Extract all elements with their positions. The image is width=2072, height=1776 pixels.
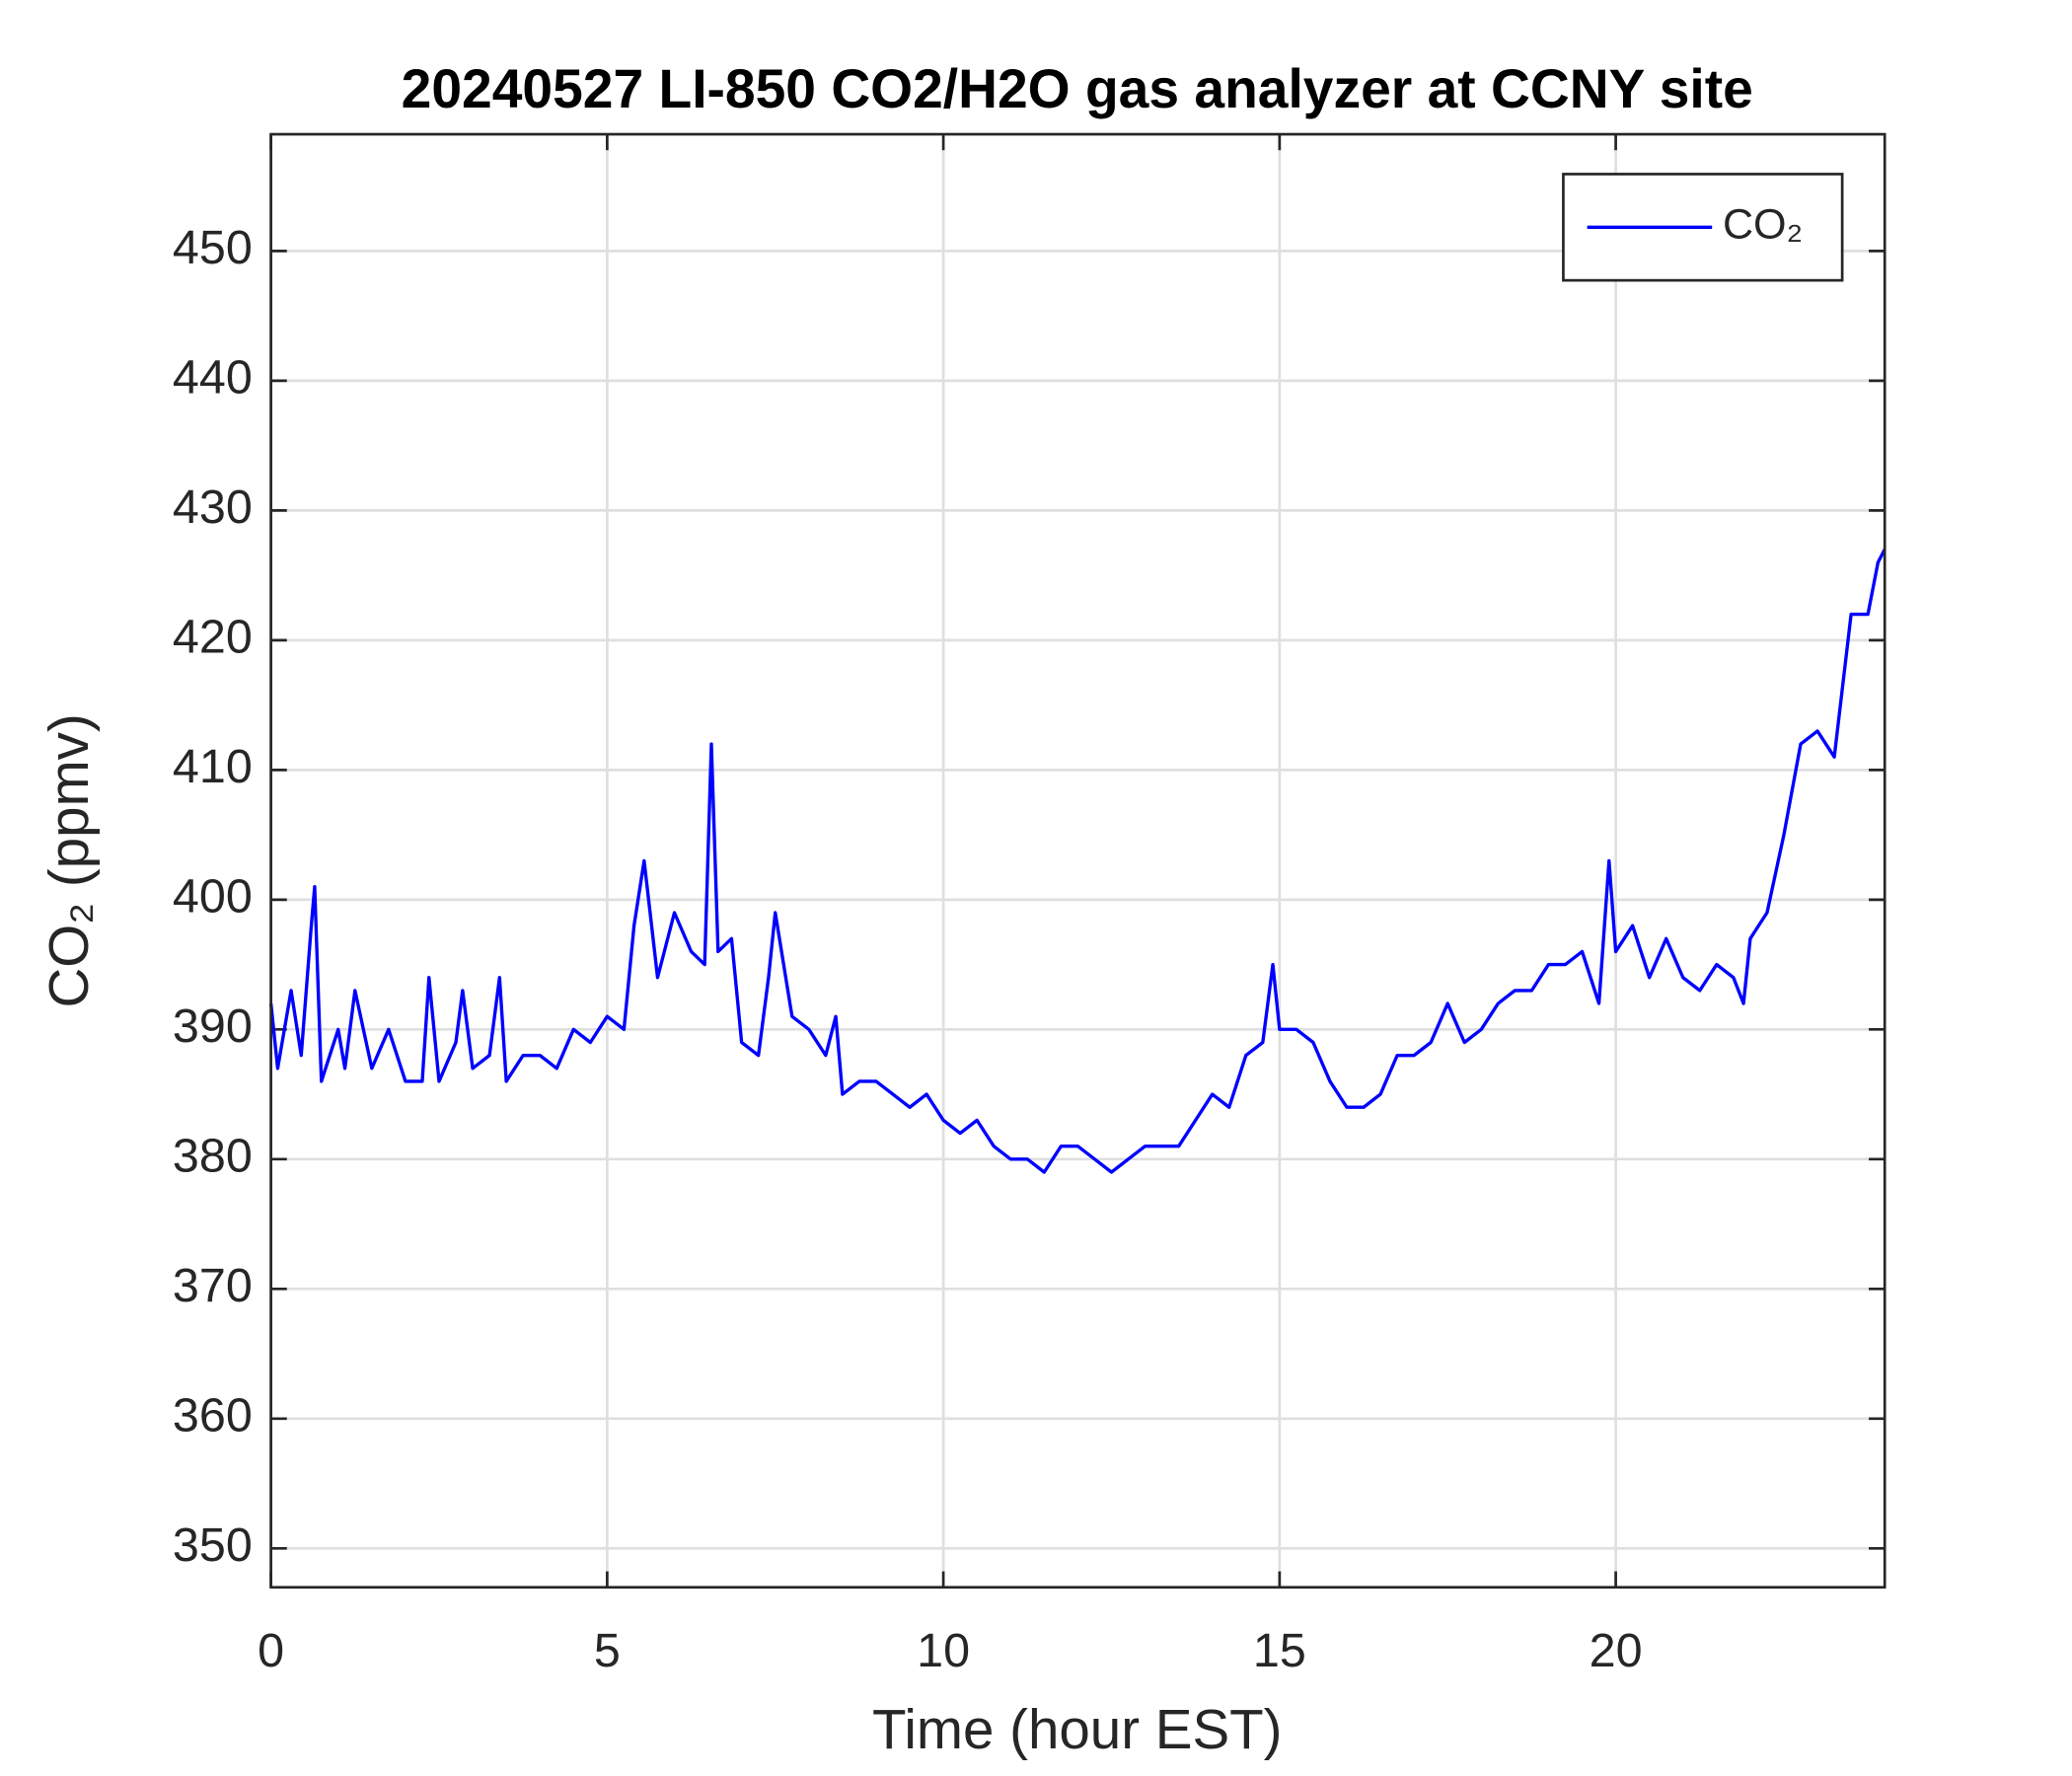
x-tick-label: 5	[594, 1624, 621, 1677]
data-line	[268, 549, 1887, 1174]
y-tick-label: 390	[173, 999, 253, 1053]
x-tick-label: 20	[1590, 1624, 1643, 1677]
y-tick-label: 420	[173, 611, 253, 664]
y-axis-label: CO₂ (ppmv)	[37, 713, 100, 1007]
y-tick-label: 360	[173, 1389, 253, 1443]
y-tick-label: 370	[173, 1259, 253, 1312]
x-tick-label: 15	[1253, 1624, 1306, 1677]
axes-box	[269, 132, 1887, 1590]
x-tick-label: 0	[258, 1624, 284, 1677]
y-tick-label: 380	[173, 1130, 253, 1183]
y-tick-label: 400	[173, 870, 253, 924]
y-tick-label: 450	[173, 221, 253, 274]
y-tick-label: 410	[173, 740, 253, 793]
y-tick-label: 430	[173, 481, 253, 534]
y-tick-label: 440	[173, 351, 253, 405]
x-tick-label: 10	[917, 1624, 970, 1677]
x-axis-label: Time (hour EST)	[872, 1698, 1283, 1760]
y-tick-label: 350	[173, 1518, 253, 1572]
legend-label: CO₂	[1723, 201, 1803, 249]
chart-title: 20240527 LI-850 CO2/H2O gas analyzer at …	[402, 58, 1753, 119]
